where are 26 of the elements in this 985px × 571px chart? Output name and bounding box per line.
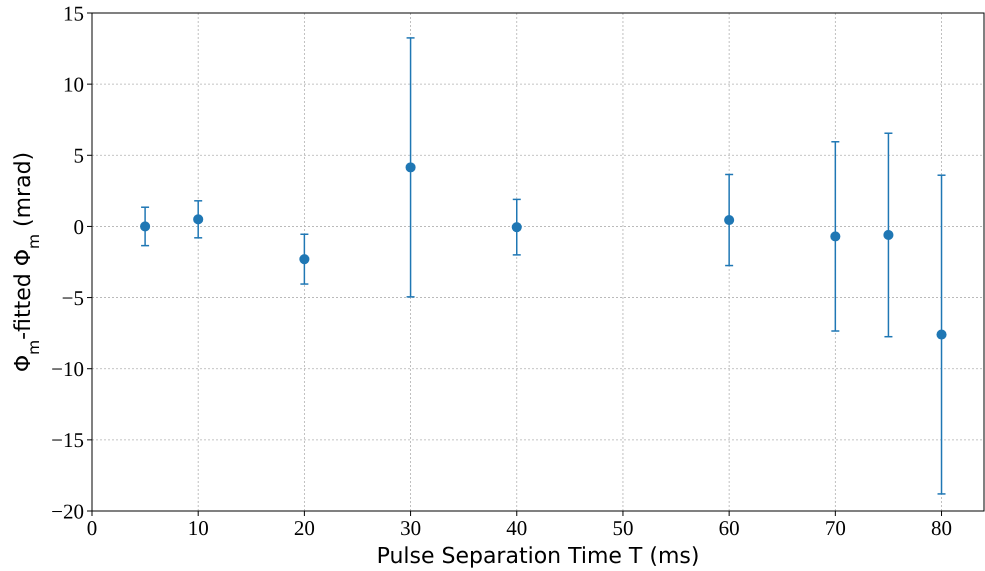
point <box>724 214 734 226</box>
point <box>936 330 947 340</box>
point <box>299 254 310 264</box>
x-tick-label: 20 <box>294 516 315 540</box>
x-tick-label: 50 <box>612 516 634 540</box>
x-axis-title: Pulse Separation Time T (ms) <box>376 544 700 569</box>
x-tick-label: 70 <box>824 516 846 540</box>
y-tick-label: 0 <box>74 214 84 239</box>
point <box>193 214 204 224</box>
point <box>406 162 416 172</box>
y-tick-label: 15 <box>63 1 84 26</box>
point <box>140 221 150 232</box>
y-tick-label: −15 <box>51 428 84 452</box>
point <box>512 222 522 232</box>
point <box>883 230 894 240</box>
x-tick-label: 30 <box>400 516 422 540</box>
y-tick-label: −20 <box>51 499 84 524</box>
x-tick-label: 40 <box>506 516 528 540</box>
y-tick-label: −10 <box>51 357 84 382</box>
y-tick-label: −5 <box>62 286 84 310</box>
point <box>830 231 840 242</box>
x-tick-label: 60 <box>718 516 740 540</box>
y-tick-label: 5 <box>74 144 84 168</box>
x-tick-label: 80 <box>931 516 952 540</box>
y-tick-label: 10 <box>63 72 84 96</box>
x-tick-label: 10 <box>188 516 209 540</box>
